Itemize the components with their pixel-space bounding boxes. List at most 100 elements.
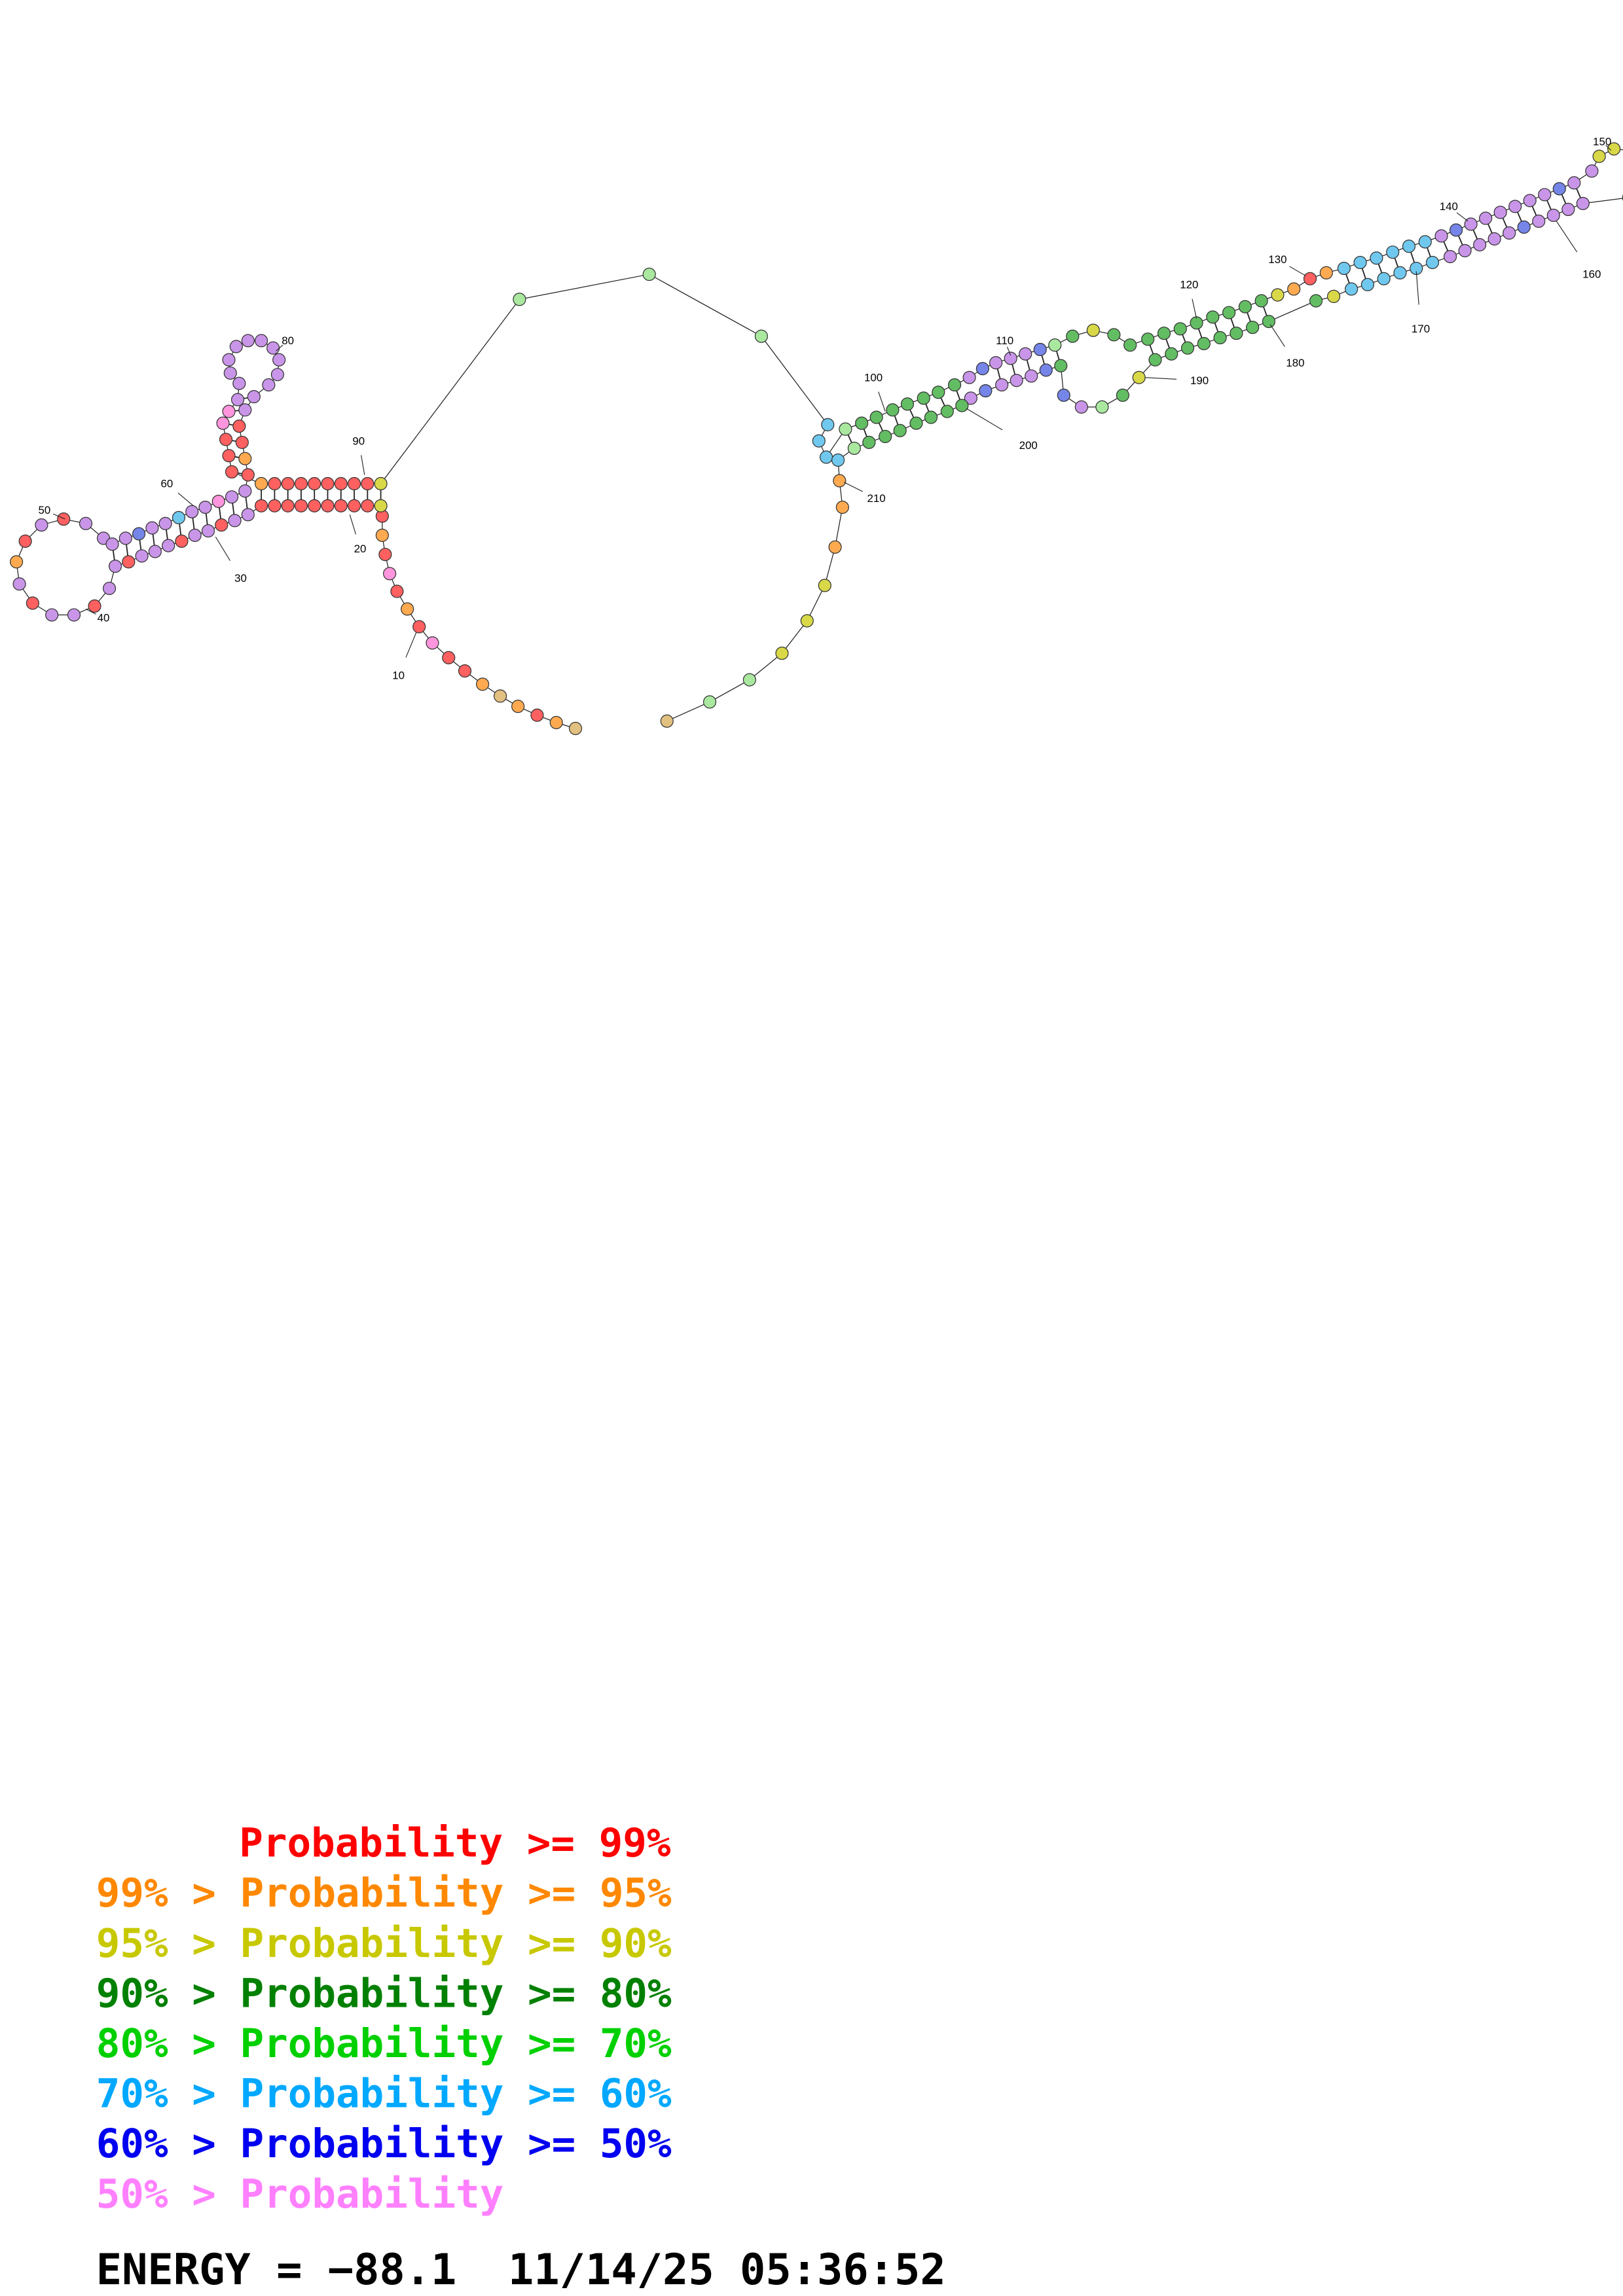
backbone-segment [834,507,843,547]
nucleotide-node [812,434,826,448]
backbone-segment [709,679,750,702]
nucleotide-node [1337,261,1351,276]
nucleotide-node [1206,310,1220,324]
nucleotide-node [775,647,789,660]
nucleotide-node [1197,336,1211,351]
nucleotide-node [225,490,239,504]
backbone-segment [781,620,808,654]
nucleotide-node [1066,329,1080,343]
nucleotide-node [1148,353,1162,367]
nucleotide-node [1039,363,1053,377]
nucleotide-node [1386,245,1400,259]
nucleotide-node [108,560,122,573]
sequence-number-label: 130 [1268,253,1286,266]
label-leader-line [405,632,417,658]
label-leader-line [177,492,194,507]
legend-item-p80: 90% > Probability >= 80% [96,1971,672,2017]
nucleotide-node [819,450,833,464]
nucleotide-node [1443,249,1457,264]
nucleotide-node [1552,182,1566,196]
nucleotide-node [266,341,280,355]
nucleotide-node [828,540,842,554]
label-leader-line [349,514,356,535]
nucleotide-node [1458,243,1472,258]
nucleotide-node [839,422,852,436]
nucleotide-node [1033,342,1047,357]
nucleotide-node [347,476,361,491]
nucleotide-node [1303,272,1317,285]
sequence-number-label: 210 [867,492,886,505]
nucleotide-node [1287,282,1301,296]
legend-item-p50: 60% > Probability >= 50% [96,2121,672,2167]
nucleotide-node [917,391,930,405]
nucleotide-node [1123,338,1137,352]
nucleotide-node [1157,327,1171,340]
energy-annotation: ENERGY = −88.1 11/14/25 05:36:52 [96,2245,946,2295]
backbone-segment [649,274,762,337]
nucleotide-node [1019,347,1032,361]
nucleotide-node [1173,322,1187,336]
nucleotide-node [225,465,239,479]
sequence-number-label: 160 [1582,268,1601,281]
nucleotide-node [869,410,883,424]
label-leader-line [1456,212,1468,222]
nucleotide-node [238,484,252,498]
nucleotide-node [105,537,119,551]
nucleotide-node [1222,306,1236,319]
nucleotide-node [308,476,321,491]
nucleotide-node [1503,226,1516,240]
nucleotide-node [79,516,93,530]
nucleotide-node [1230,327,1243,340]
sequence-number-label: 110 [996,334,1013,347]
nucleotide-node [426,636,439,650]
label-leader-line [1006,346,1012,356]
nucleotide-node [268,476,282,491]
nucleotide-node [1377,272,1391,285]
sequence-number-label: 10 [392,670,405,682]
nucleotide-node [262,378,276,392]
nucleotide-node [1425,255,1440,270]
nucleotide-node [1450,223,1463,237]
nucleotide-node [754,329,768,343]
nucleotide-node [989,356,1003,370]
nucleotide-node [1360,278,1374,291]
nucleotide-node [1532,214,1546,228]
nucleotide-node [10,555,24,569]
nucleotide-node [228,514,242,528]
nucleotide-node [158,516,172,530]
nucleotide-node [1393,266,1407,279]
nucleotide-node [932,386,945,399]
sequence-number-label: 90 [352,435,365,447]
nucleotide-node [361,476,374,491]
nucleotide-node [308,499,321,512]
label-leader-line [966,408,1003,431]
label-leader-line [1269,324,1285,347]
nucleotide-node [962,370,976,384]
structure-diagram: 10 20 30 40 50 60 80 90 100 110 120 130 140 150 160 170… [10,135,1623,736]
nucleotide-node [102,581,117,596]
backbone-segment [1582,198,1623,204]
legend-item-p99: Probability >= 99% [239,1821,671,1867]
nucleotide-node [255,499,268,512]
nucleotide-node [1585,164,1599,178]
nucleotide-node [1095,400,1109,414]
backbone-segment [666,701,710,722]
nucleotide-node [294,476,308,491]
nucleotide-node [135,549,149,563]
nucleotide-node [26,596,39,610]
label-leader-line [85,609,96,615]
nucleotide-node [241,508,255,522]
nucleotide-node [513,293,526,306]
nucleotide-node [940,404,954,418]
nucleotide-node [964,391,977,405]
label-leader-line [1144,377,1177,380]
nucleotide-node [222,353,236,367]
nucleotide-node [241,468,255,482]
nucleotide-node [702,695,717,709]
sequence-number-label: 140 [1440,200,1458,213]
nucleotide-node [1074,400,1088,414]
nucleotide-node [383,567,397,581]
nucleotide-node [223,366,237,380]
nucleotide-node [1473,238,1487,252]
